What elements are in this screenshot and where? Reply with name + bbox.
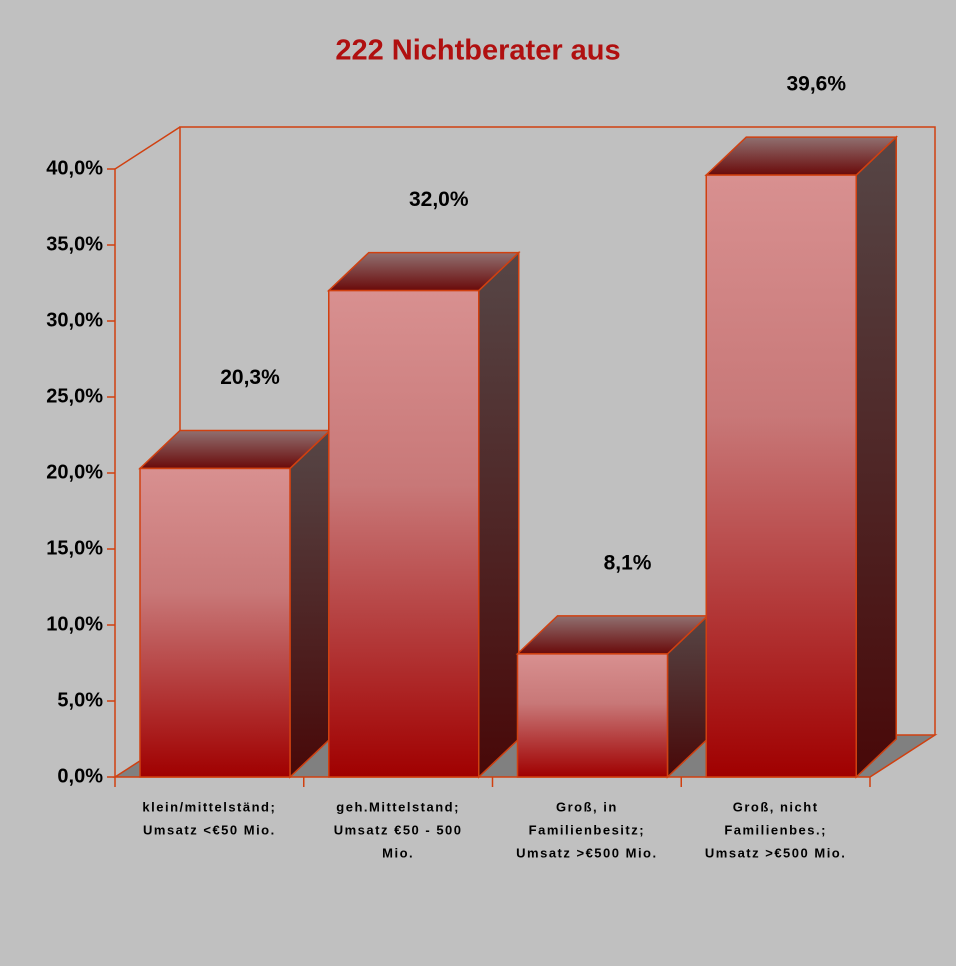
- value-label: 8,1%: [604, 551, 652, 574]
- y-tick-label: 5,0%: [57, 689, 103, 711]
- x-tick-label: Umsatz >€500 Mio.: [516, 845, 657, 860]
- x-tick-label: Umsatz >€500 Mio.: [705, 845, 846, 860]
- x-tick-label: Familienbes.;: [724, 822, 827, 837]
- x-tick-label: Groß, nicht: [733, 799, 819, 814]
- value-label: 39,6%: [786, 73, 846, 96]
- y-tick-label: 35,0%: [46, 233, 103, 255]
- y-tick-label: 30,0%: [46, 309, 103, 331]
- y-tick-label: 10,0%: [46, 613, 103, 635]
- y-tick-label: 20,0%: [46, 461, 103, 483]
- x-tick-label: klein/mittelständ;: [142, 799, 276, 814]
- bar-side: [855, 135, 897, 779]
- x-tick-label: Groß, in: [556, 799, 618, 814]
- value-label: 32,0%: [409, 188, 469, 211]
- x-tick-label: Umsatz <€50 Mio.: [143, 822, 276, 837]
- y-tick-label: 15,0%: [46, 537, 103, 559]
- x-tick-label: geh.Mittelstand;: [336, 799, 460, 814]
- bar-side: [478, 250, 520, 779]
- y-tick-label: 40,0%: [46, 157, 103, 179]
- bar: [139, 467, 291, 778]
- bar: [516, 653, 669, 778]
- chart-title: 222 Nichtberater aus: [335, 35, 620, 67]
- y-tick-label: 0,0%: [57, 765, 103, 787]
- x-tick-label: Umsatz €50 - 500: [334, 822, 463, 837]
- bar: [328, 289, 480, 778]
- bar: [705, 174, 857, 778]
- bar-side: [289, 428, 331, 779]
- value-label: 20,3%: [220, 366, 280, 389]
- x-tick-label: Familienbesitz;: [529, 822, 645, 837]
- x-tick-label: Mio.: [382, 845, 414, 860]
- y-tick-label: 25,0%: [46, 385, 103, 407]
